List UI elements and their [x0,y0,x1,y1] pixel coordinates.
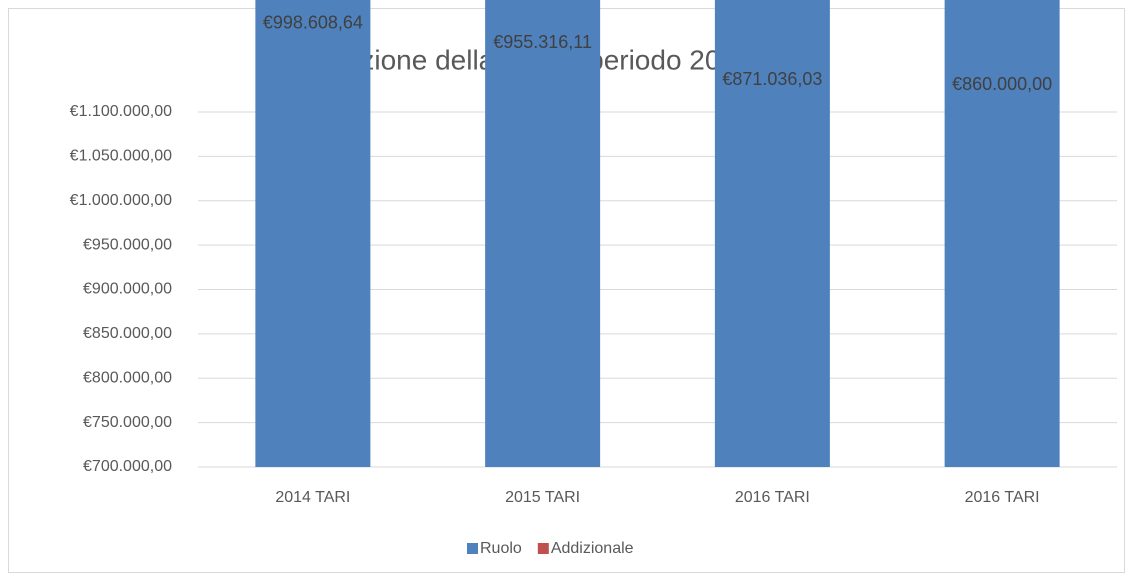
data-label: €998.608,64 [263,13,363,33]
data-label: €871.036,03 [722,69,822,89]
x-tick-label: 2016 TARI [965,489,1040,506]
x-tick-label: 2014 TARI [275,489,350,506]
bar-segment [714,0,830,468]
y-tick-label: €1.000.000,00 [70,192,172,209]
y-tick-label: €750.000,00 [83,414,172,431]
legend-swatch [467,543,478,554]
y-tick-label: €1.050.000,00 [70,148,172,165]
legend-label: Addizionale [551,540,634,557]
x-tick-label: 2016 TARI [735,489,810,506]
y-tick-label: €900.000,00 [83,281,172,298]
y-tick-label: €1.100.000,00 [70,103,172,120]
x-tick-label: 2015 TARI [505,489,580,506]
bar-segment [485,0,601,467]
y-tick-label: €700.000,00 [83,458,172,475]
y-tick-label: €950.000,00 [83,236,172,253]
data-label: €860.000,00 [952,74,1052,94]
data-label: €955.316,11 [493,32,592,52]
y-tick-label: €850.000,00 [83,325,172,342]
legend-label: Ruolo [480,540,522,557]
legend-swatch [537,543,549,554]
bar-segment [255,0,371,468]
bar-segment [944,0,1060,467]
y-tick-label: €800.000,00 [83,369,172,386]
